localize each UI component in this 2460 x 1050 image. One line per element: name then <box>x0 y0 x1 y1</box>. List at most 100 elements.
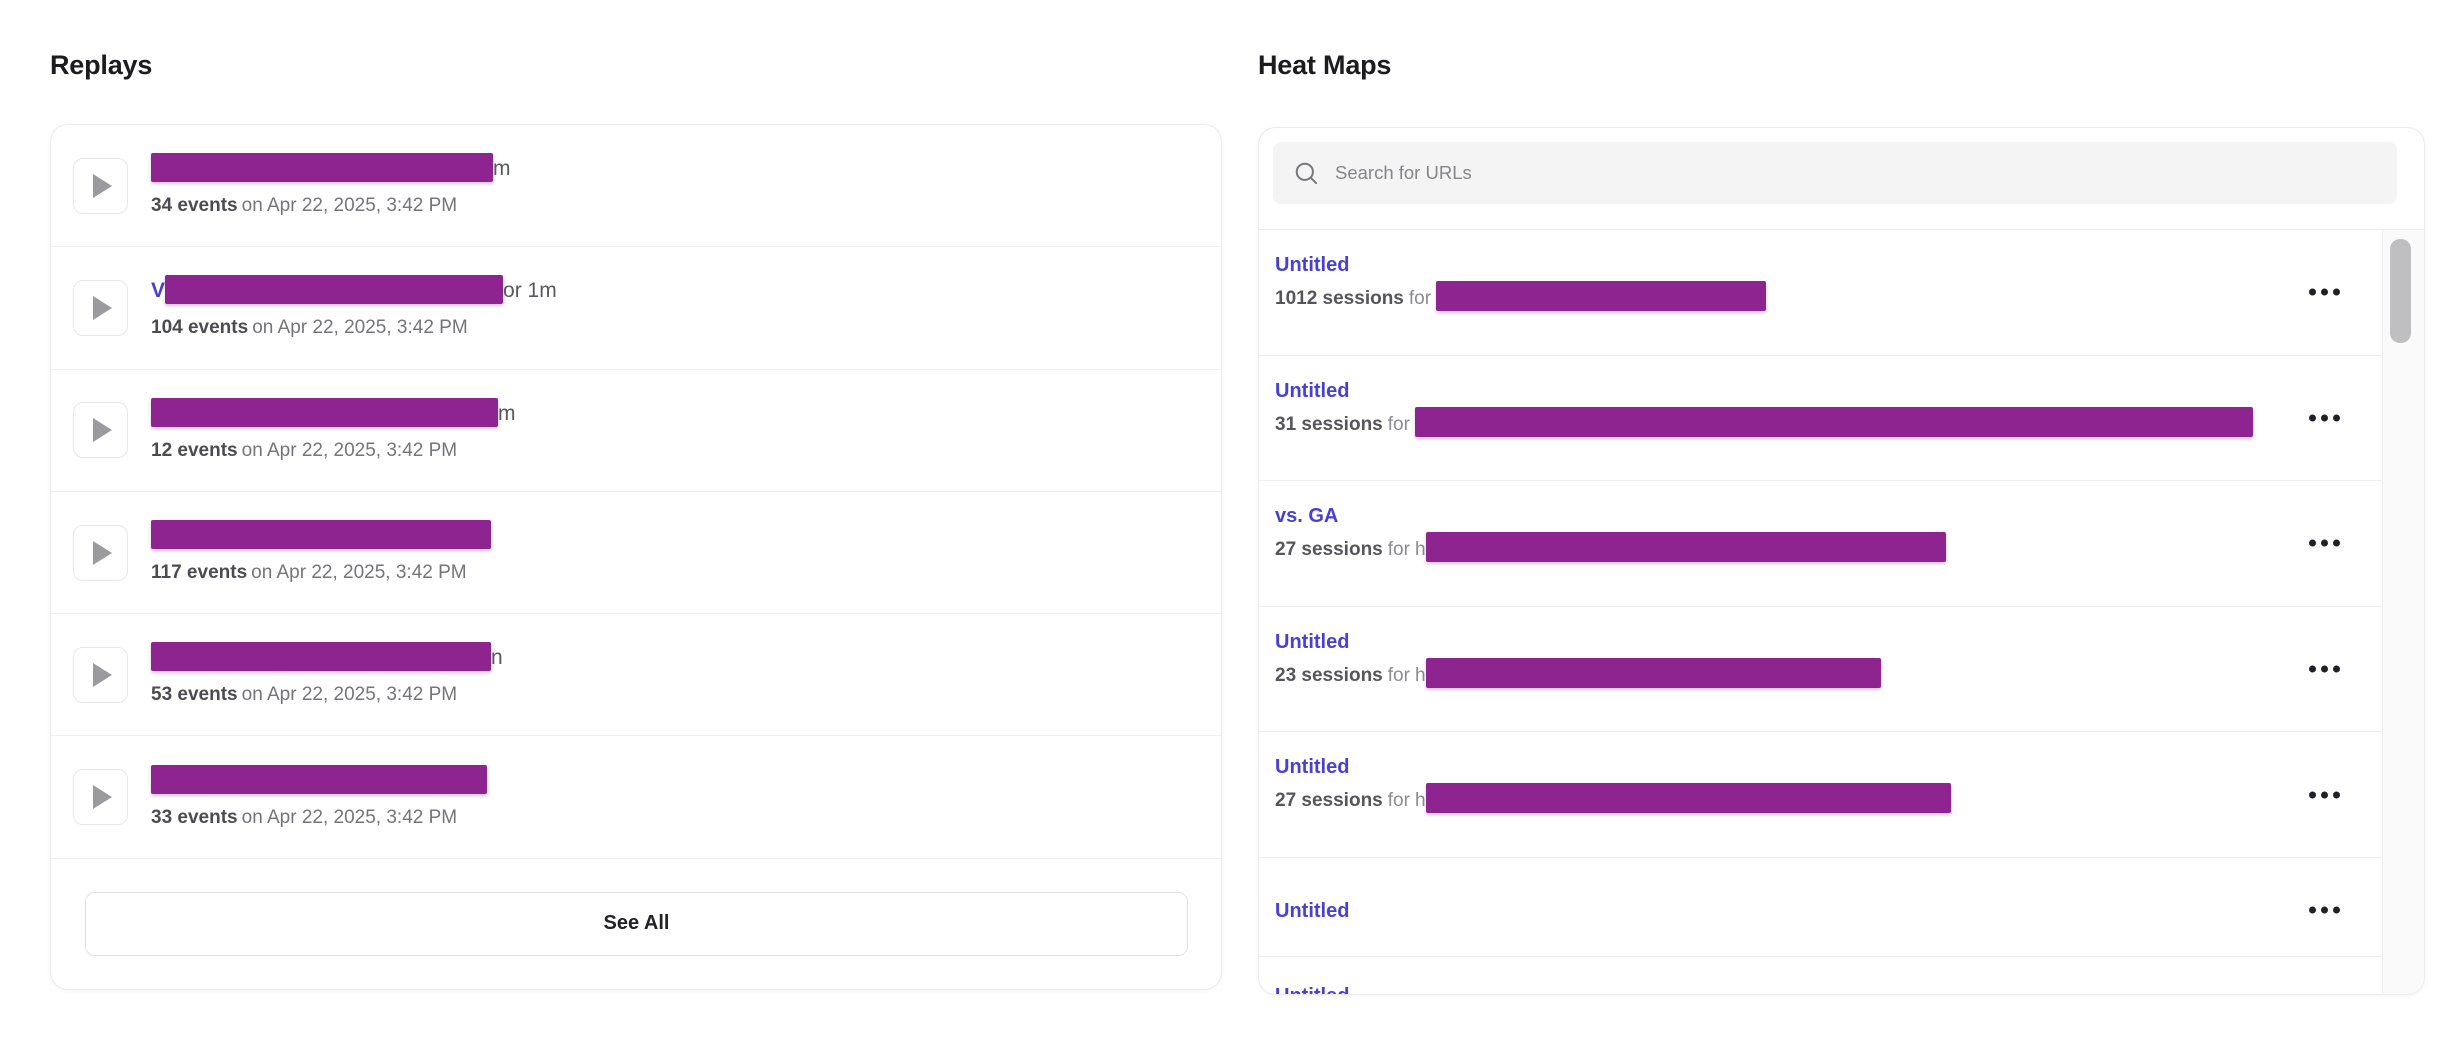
replay-meta: 117 events on Apr 22, 2025, 3:42 PM <box>151 562 491 584</box>
replay-visitor-link[interactable] <box>151 519 491 551</box>
session-count: 27 sessions <box>1275 539 1383 561</box>
replay-visitor-link[interactable]: m <box>151 397 516 429</box>
event-count: 34 events <box>151 195 238 217</box>
replay-visitor-link[interactable] <box>151 764 487 796</box>
for-label: for <box>1387 413 1410 435</box>
event-count: 53 events <box>151 684 238 706</box>
event-count: 104 events <box>151 317 249 339</box>
redaction-bar <box>151 397 498 427</box>
more-options-button[interactable] <box>2305 658 2344 681</box>
visit-duration-fragment: m <box>498 401 516 425</box>
replay-row: 33 events on Apr 22, 2025, 3:42 PM <box>51 736 1221 859</box>
replay-timestamp: on Apr 22, 2025, 3:42 PM <box>241 439 458 461</box>
replay-visitor-link[interactable]: n <box>151 642 503 673</box>
replays-title: Replays <box>50 50 153 80</box>
url-redaction-bar <box>1425 657 1881 688</box>
visit-duration-fragment: m <box>493 157 511 181</box>
replay-timestamp: on Apr 22, 2025, 3:42 PM <box>241 684 458 706</box>
redaction-bar <box>151 642 491 672</box>
redaction-bar <box>165 275 504 305</box>
heatmap-item: Untitled 27 sessions for h <box>1259 732 2382 858</box>
see-all-area: See All <box>51 859 1221 956</box>
more-options-button[interactable] <box>2305 898 2344 921</box>
event-count: 117 events <box>151 562 248 584</box>
visit-duration-fragment: or 1m <box>503 279 557 303</box>
heatmap-title-link[interactable]: Untitled <box>1275 254 1350 276</box>
play-button[interactable] <box>73 402 128 459</box>
heatmap-sessions-line: 23 sessions for h <box>1275 657 2282 688</box>
ellipsis-icon <box>2309 906 2316 914</box>
play-icon <box>93 662 112 687</box>
replay-row: m 12 events on Apr 22, 2025, 3:42 PM <box>51 370 1221 492</box>
ellipsis-icon <box>2309 288 2316 296</box>
more-options-button[interactable] <box>2305 281 2344 304</box>
replay-row-text: m 34 events on Apr 22, 2025, 3:42 PM <box>151 153 511 217</box>
play-button[interactable] <box>73 524 128 581</box>
url-redaction-bar <box>1414 406 2253 437</box>
play-icon <box>93 173 112 198</box>
session-count: 23 sessions <box>1275 664 1383 686</box>
play-icon <box>93 295 112 320</box>
redaction-bar <box>151 764 487 794</box>
session-count: 1012 sessions <box>1275 288 1404 310</box>
heatmap-sessions-line: 31 sessions for <box>1275 406 2282 437</box>
replay-timestamp: on Apr 22, 2025, 3:42 PM <box>252 317 468 339</box>
heatmaps-search-area <box>1259 128 2424 230</box>
heatmap-item: Untitled 23 sessions for h <box>1259 607 2382 733</box>
heatmap-sessions-line: 27 sessions for h <box>1275 783 2282 814</box>
replay-row-text: 117 events on Apr 22, 2025, 3:42 PM <box>151 519 491 584</box>
play-button[interactable] <box>73 157 128 214</box>
heatmap-sessions-line: 27 sessions for h <box>1275 532 2282 563</box>
url-redaction-bar <box>1425 783 1951 814</box>
ellipsis-icon <box>2309 414 2316 422</box>
heatmap-item: Untitled <box>1259 858 2382 957</box>
visit-duration-fragment: n <box>491 646 503 670</box>
replay-row: m 34 events on Apr 22, 2025, 3:42 PM <box>51 125 1221 248</box>
replay-timestamp: on Apr 22, 2025, 3:42 PM <box>241 806 458 828</box>
heatmap-title-link[interactable]: Untitled <box>1275 983 1349 994</box>
url-redaction-bar <box>1436 281 1767 311</box>
play-button[interactable] <box>73 769 128 826</box>
session-count: 31 sessions <box>1275 413 1383 435</box>
heatmap-item-partial: Untitled <box>1259 957 2382 994</box>
replay-meta: 34 events on Apr 22, 2025, 3:42 PM <box>151 195 511 217</box>
heatmap-item: vs. GA 27 sessions for h <box>1259 481 2382 607</box>
replay-row-text: n 53 events on Apr 22, 2025, 3:42 PM <box>151 642 503 706</box>
search-box <box>1273 142 2397 204</box>
heatmaps-list: Untitled 1012 sessions for Untitled 31 se… <box>1259 230 2382 994</box>
for-label: for <box>1408 288 1432 310</box>
replay-row-text: 33 events on Apr 22, 2025, 3:42 PM <box>151 764 487 829</box>
replay-timestamp: on Apr 22, 2025, 3:42 PM <box>241 195 458 217</box>
url-fragment: h <box>1414 664 1426 686</box>
ellipsis-icon <box>2309 665 2316 673</box>
heatmap-title-link[interactable]: Untitled <box>1275 899 1350 922</box>
more-options-button[interactable] <box>2305 406 2344 429</box>
replay-row: n 53 events on Apr 22, 2025, 3:42 PM <box>51 614 1221 737</box>
heatmap-title-link[interactable]: vs. GA <box>1275 505 1339 528</box>
play-button[interactable] <box>73 646 128 703</box>
url-redaction-bar <box>1425 532 1946 563</box>
see-all-button[interactable]: See All <box>85 891 1188 956</box>
replay-row-text: m 12 events on Apr 22, 2025, 3:42 PM <box>151 397 516 462</box>
heatmap-title-link[interactable]: Untitled <box>1275 379 1350 402</box>
url-fragment: h <box>1414 539 1426 561</box>
replay-visitor-link[interactable]: m <box>151 153 511 184</box>
heatmap-title-link[interactable]: Untitled <box>1275 630 1350 653</box>
replay-meta: 104 events on Apr 22, 2025, 3:42 PM <box>151 317 557 339</box>
more-options-button[interactable] <box>2305 532 2344 555</box>
redaction-bar <box>151 519 491 549</box>
scrollbar-thumb[interactable] <box>2390 239 2411 343</box>
heatmap-sessions-line: 1012 sessions for <box>1275 281 2282 311</box>
heatmap-title-link[interactable]: Untitled <box>1275 756 1350 779</box>
play-button[interactable] <box>73 279 128 336</box>
scrollbar-track[interactable] <box>2382 230 2424 994</box>
heatmap-item: Untitled 1012 sessions for <box>1259 230 2382 356</box>
more-options-button[interactable] <box>2305 783 2344 806</box>
search-input[interactable] <box>1335 162 2377 184</box>
replay-row: 117 events on Apr 22, 2025, 3:42 PM <box>51 492 1221 615</box>
heatmaps-title: Heat Maps <box>1258 50 1392 80</box>
event-count: 33 events <box>151 806 238 828</box>
